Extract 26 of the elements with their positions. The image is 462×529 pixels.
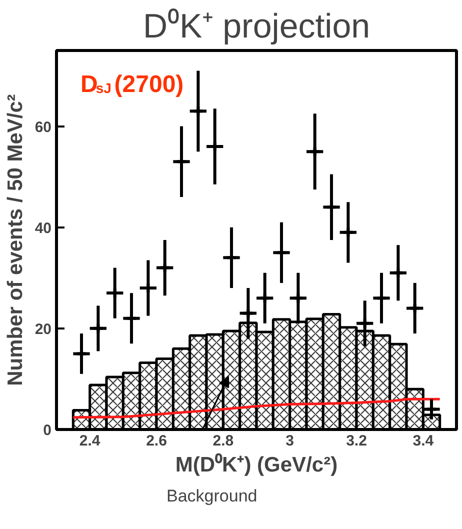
point	[308, 146, 321, 158]
x-tick-label: 3	[286, 432, 294, 450]
point	[242, 307, 254, 320]
x-tick-label: 2.4	[79, 432, 101, 450]
point	[258, 292, 271, 304]
x-tick-label: 3.2	[346, 432, 367, 450]
point	[158, 262, 171, 274]
x-axis-title: M(D⁰K⁺) (GeV/c²)	[175, 452, 338, 476]
y-axis-title: Number of events / 50 MeV/c²	[4, 94, 27, 386]
y-tick-label: 20	[34, 320, 52, 338]
text: Background	[166, 486, 258, 506]
point	[408, 302, 421, 314]
y-tick-label: 0	[43, 422, 52, 439]
chart-title: D⁰K⁺ projection	[142, 8, 370, 46]
point	[92, 322, 104, 334]
x-tick-label: 2.6	[146, 432, 167, 450]
x-tick-label: 2.8	[212, 432, 234, 450]
point	[342, 226, 354, 238]
y-tick-label: 40	[34, 220, 52, 237]
x-tick-label: 3.4	[412, 432, 434, 450]
point	[358, 317, 371, 330]
point	[392, 266, 404, 279]
point	[192, 105, 204, 118]
y-tick-label: 60	[34, 118, 52, 136]
point	[292, 292, 304, 304]
annotation: DsJ(2700)	[80, 71, 184, 98]
